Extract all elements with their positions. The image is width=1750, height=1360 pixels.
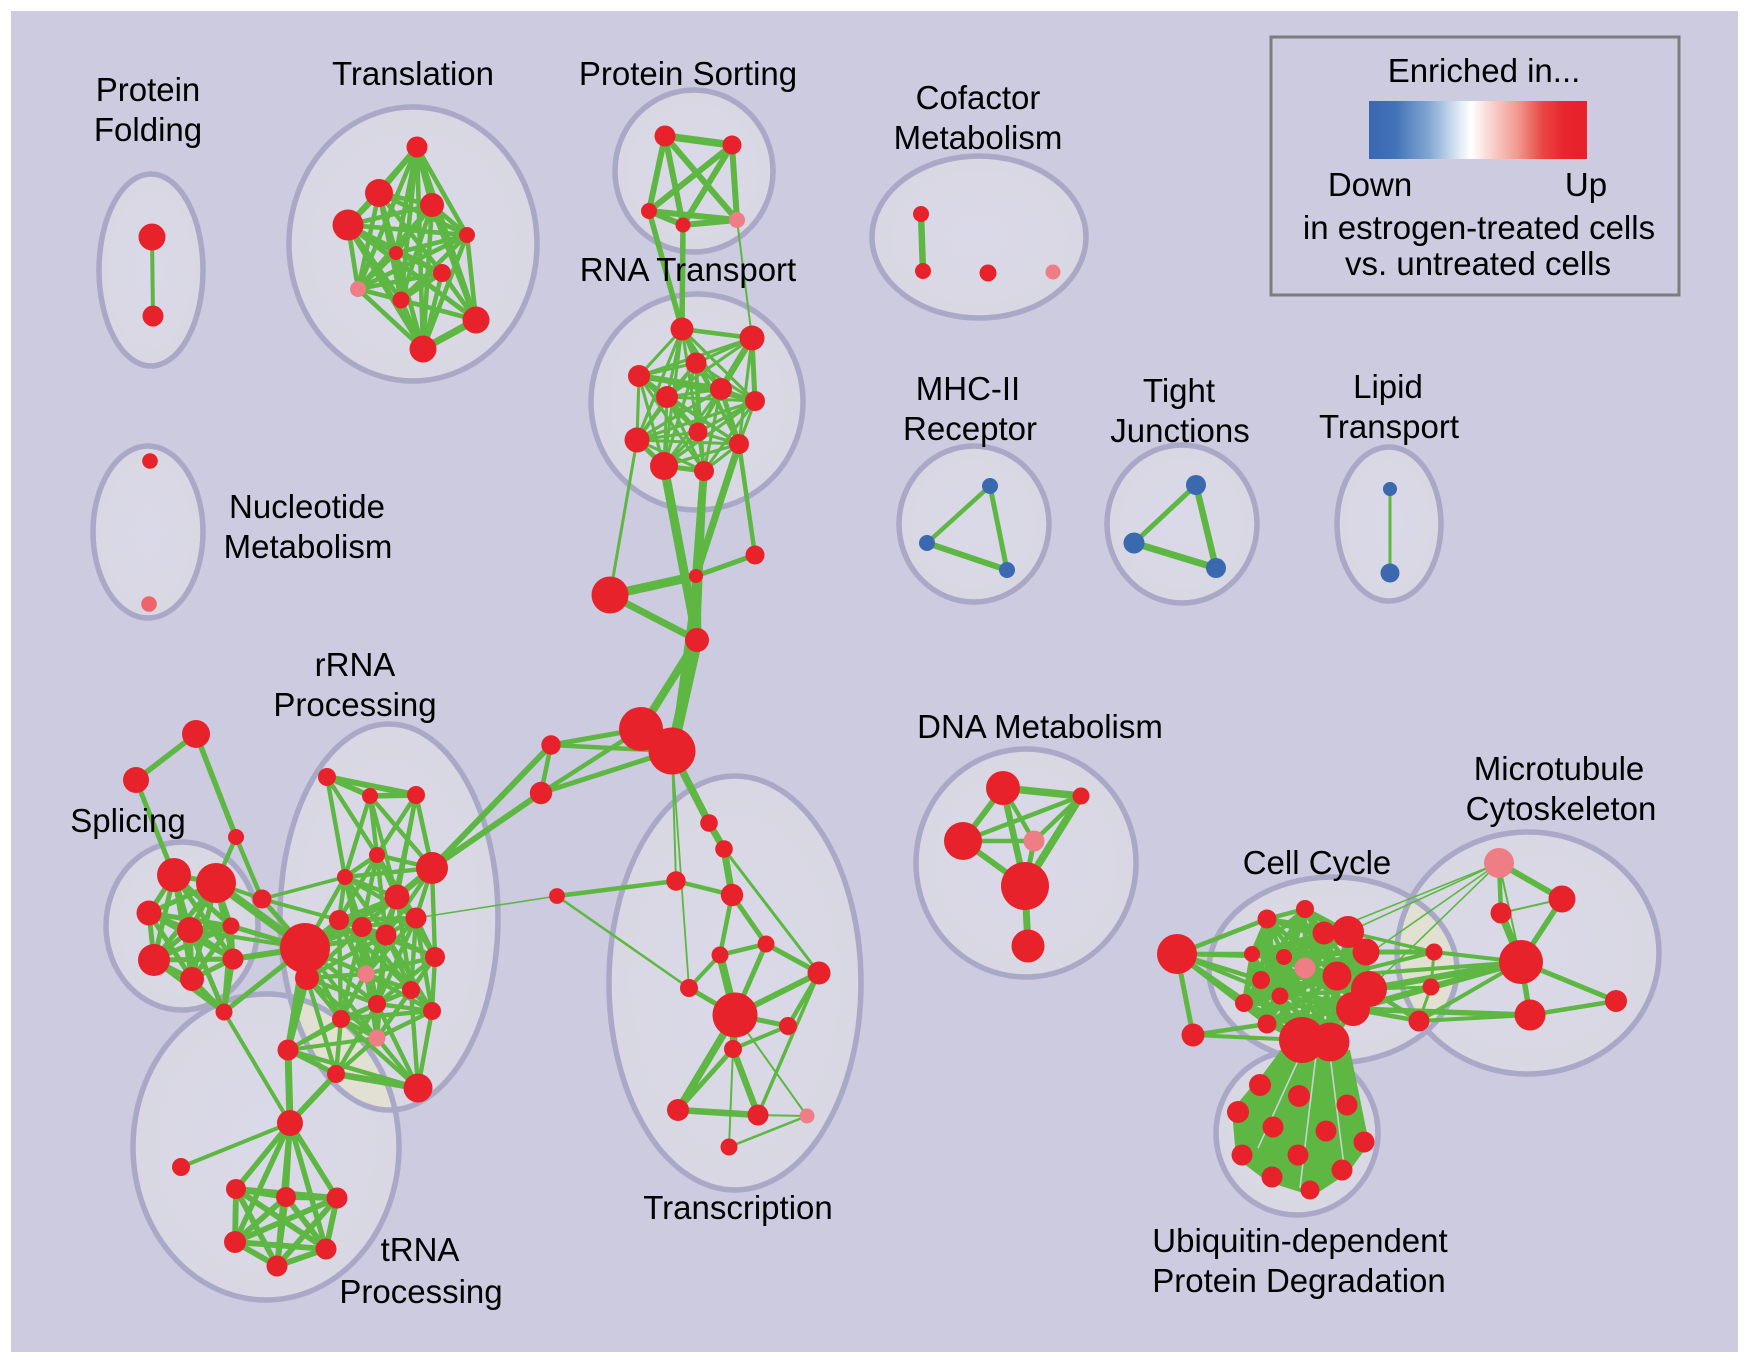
svg-text:Enriched in...: Enriched in... xyxy=(1388,52,1581,89)
svg-text:tRNA: tRNA xyxy=(381,1231,460,1268)
svg-text:Translation: Translation xyxy=(332,55,494,92)
svg-text:Nucleotide: Nucleotide xyxy=(229,488,385,525)
svg-text:Junctions: Junctions xyxy=(1110,412,1249,449)
svg-text:Protein Sorting: Protein Sorting xyxy=(579,55,797,92)
svg-text:Protein: Protein xyxy=(96,71,201,108)
svg-text:Cell Cycle: Cell Cycle xyxy=(1243,844,1392,881)
svg-text:Transport: Transport xyxy=(1319,408,1459,445)
svg-text:rRNA: rRNA xyxy=(315,646,396,683)
svg-text:Processing: Processing xyxy=(339,1273,502,1310)
svg-text:Processing: Processing xyxy=(273,686,436,723)
svg-text:Ubiquitin-dependent: Ubiquitin-dependent xyxy=(1152,1222,1447,1259)
svg-text:in estrogen-treated cells: in estrogen-treated cells xyxy=(1303,209,1655,246)
svg-text:Cytoskeleton: Cytoskeleton xyxy=(1466,790,1657,827)
svg-text:Cofactor: Cofactor xyxy=(916,79,1041,116)
svg-text:Protein Degradation: Protein Degradation xyxy=(1152,1262,1446,1299)
svg-text:Metabolism: Metabolism xyxy=(894,119,1063,156)
svg-text:Lipid: Lipid xyxy=(1353,368,1423,405)
svg-text:Tight: Tight xyxy=(1143,372,1215,409)
svg-text:MHC-II: MHC-II xyxy=(916,370,1020,407)
svg-text:Microtubule: Microtubule xyxy=(1474,750,1645,787)
svg-text:RNA Transport: RNA Transport xyxy=(580,251,796,288)
svg-text:Folding: Folding xyxy=(94,111,202,148)
svg-text:Receptor: Receptor xyxy=(903,410,1037,447)
svg-text:Transcription: Transcription xyxy=(643,1189,833,1226)
svg-text:DNA Metabolism: DNA Metabolism xyxy=(917,708,1163,745)
svg-text:Splicing: Splicing xyxy=(70,802,186,839)
svg-text:Metabolism: Metabolism xyxy=(224,528,393,565)
svg-text:Up: Up xyxy=(1565,166,1607,203)
svg-text:Down: Down xyxy=(1328,166,1412,203)
svg-text:vs. untreated cells: vs. untreated cells xyxy=(1345,245,1611,282)
